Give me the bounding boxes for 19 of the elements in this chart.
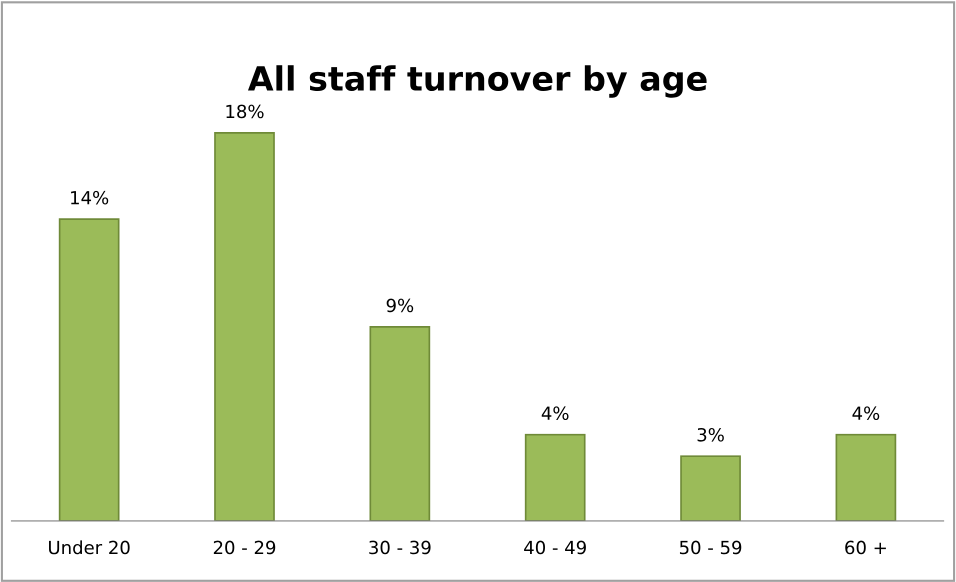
- x-tick-label: 30 - 39: [369, 540, 431, 554]
- bar: [369, 326, 430, 521]
- data-label: 4%: [542, 406, 569, 420]
- data-label: 18%: [226, 104, 264, 118]
- data-label: 14%: [71, 190, 108, 205]
- data-label: 3%: [698, 428, 724, 442]
- bar: [524, 434, 586, 521]
- data-label: 9%: [386, 298, 414, 312]
- x-tick-label: 20 - 29: [214, 540, 276, 554]
- chart-title: All staff turnover by age: [248, 65, 707, 98]
- bar: [214, 132, 275, 521]
- bar: [58, 218, 120, 521]
- bar: [680, 455, 741, 521]
- x-tick-label: 60 +: [845, 540, 886, 554]
- x-tick-label: 40 - 49: [524, 540, 586, 554]
- data-label: 4%: [852, 406, 880, 420]
- bar: [836, 434, 896, 521]
- x-tick-label: 50 - 59: [680, 540, 742, 554]
- x-tick-label: Under 20: [49, 540, 130, 554]
